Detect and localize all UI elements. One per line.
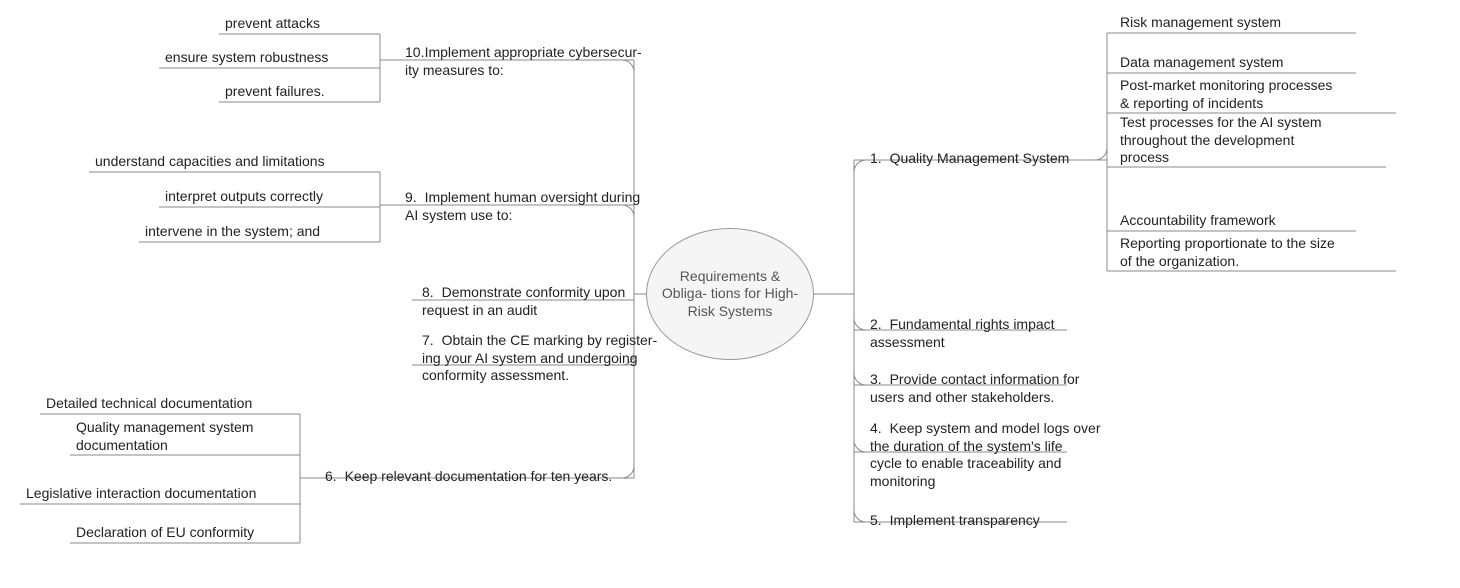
left-leaf-0-2: prevent failures.	[225, 83, 365, 101]
right-leaf-0-3: Test processes for the AI system through…	[1120, 114, 1380, 167]
branch-num: 6.	[325, 468, 345, 486]
branch-num: 7.	[422, 332, 442, 350]
right-leaf-0-0: Risk management system	[1120, 14, 1350, 32]
branch-text: Implement human oversight during AI syst…	[405, 189, 640, 223]
right-branch-0: 1.Quality Management System	[870, 150, 1100, 168]
branch-num: 10.	[405, 44, 425, 62]
left-leaf-4-1: Quality management system documentation	[76, 419, 296, 454]
branch-text: Fundamental rights impact assessment	[870, 316, 1055, 350]
branch-text: Implement transparency	[890, 512, 1040, 528]
right-branch-3: 4.Keep system and model logs over the du…	[870, 420, 1120, 490]
branch-text: Demonstrate conformity upon request in a…	[422, 284, 625, 318]
left-branch-4: 6.Keep relevant documentation for ten ye…	[325, 468, 645, 486]
branch-text: Keep system and model logs over the dura…	[870, 420, 1100, 489]
right-leaf-0-4: Accountability framework	[1120, 212, 1350, 230]
branch-text: Keep relevant documentation for ten year…	[345, 468, 613, 484]
branch-num: 9.	[405, 189, 425, 207]
left-leaf-1-2: intervene in the system; and	[145, 223, 365, 241]
left-branch-3: 7.Obtain the CE marking by register- ing…	[422, 332, 677, 385]
branch-text: Provide contact information for users an…	[870, 371, 1079, 405]
right-leaf-0-1: Data management system	[1120, 54, 1350, 72]
left-leaf-0-1: ensure system robustness	[165, 49, 365, 67]
left-leaf-4-3: Declaration of EU conformity	[76, 524, 296, 542]
right-leaf-0-2: Post-market monitoring processes & repor…	[1120, 77, 1390, 112]
branch-num: 3.	[870, 371, 890, 389]
branch-text: Quality Management System	[890, 150, 1070, 166]
left-leaf-0-0: prevent attacks	[225, 15, 365, 33]
left-branch-2: 8.Demonstrate conformity upon request in…	[422, 284, 652, 319]
left-leaf-1-1: interpret outputs correctly	[165, 188, 365, 206]
branch-num: 2.	[870, 316, 890, 334]
branch-num: 1.	[870, 150, 890, 168]
left-leaf-4-2: Legislative interaction documentation	[26, 485, 296, 503]
right-branch-4: 5.Implement transparency	[870, 512, 1100, 530]
right-leaf-0-5: Reporting proportionate to the size of t…	[1120, 235, 1390, 270]
branch-num: 8.	[422, 284, 442, 302]
left-branch-1: 9.Implement human oversight during AI sy…	[405, 189, 670, 224]
branch-text: Obtain the CE marking by register- ing y…	[422, 332, 657, 383]
branch-num: 4.	[870, 420, 890, 438]
left-leaf-4-0: Detailed technical documentation	[46, 395, 296, 413]
left-branch-0: 10.Implement appropriate cybersecur- ity…	[405, 44, 660, 79]
right-branch-2: 3.Provide contact information for users …	[870, 371, 1120, 406]
right-branch-1: 2.Fundamental rights impact assessment	[870, 316, 1100, 351]
center-text: Requirements & Obliga- tions for High-Ri…	[661, 268, 799, 321]
branch-text: Implement appropriate cybersecur- ity me…	[405, 44, 642, 78]
left-leaf-1-0: understand capacities and limitations	[95, 153, 365, 171]
branch-num: 5.	[870, 512, 890, 530]
